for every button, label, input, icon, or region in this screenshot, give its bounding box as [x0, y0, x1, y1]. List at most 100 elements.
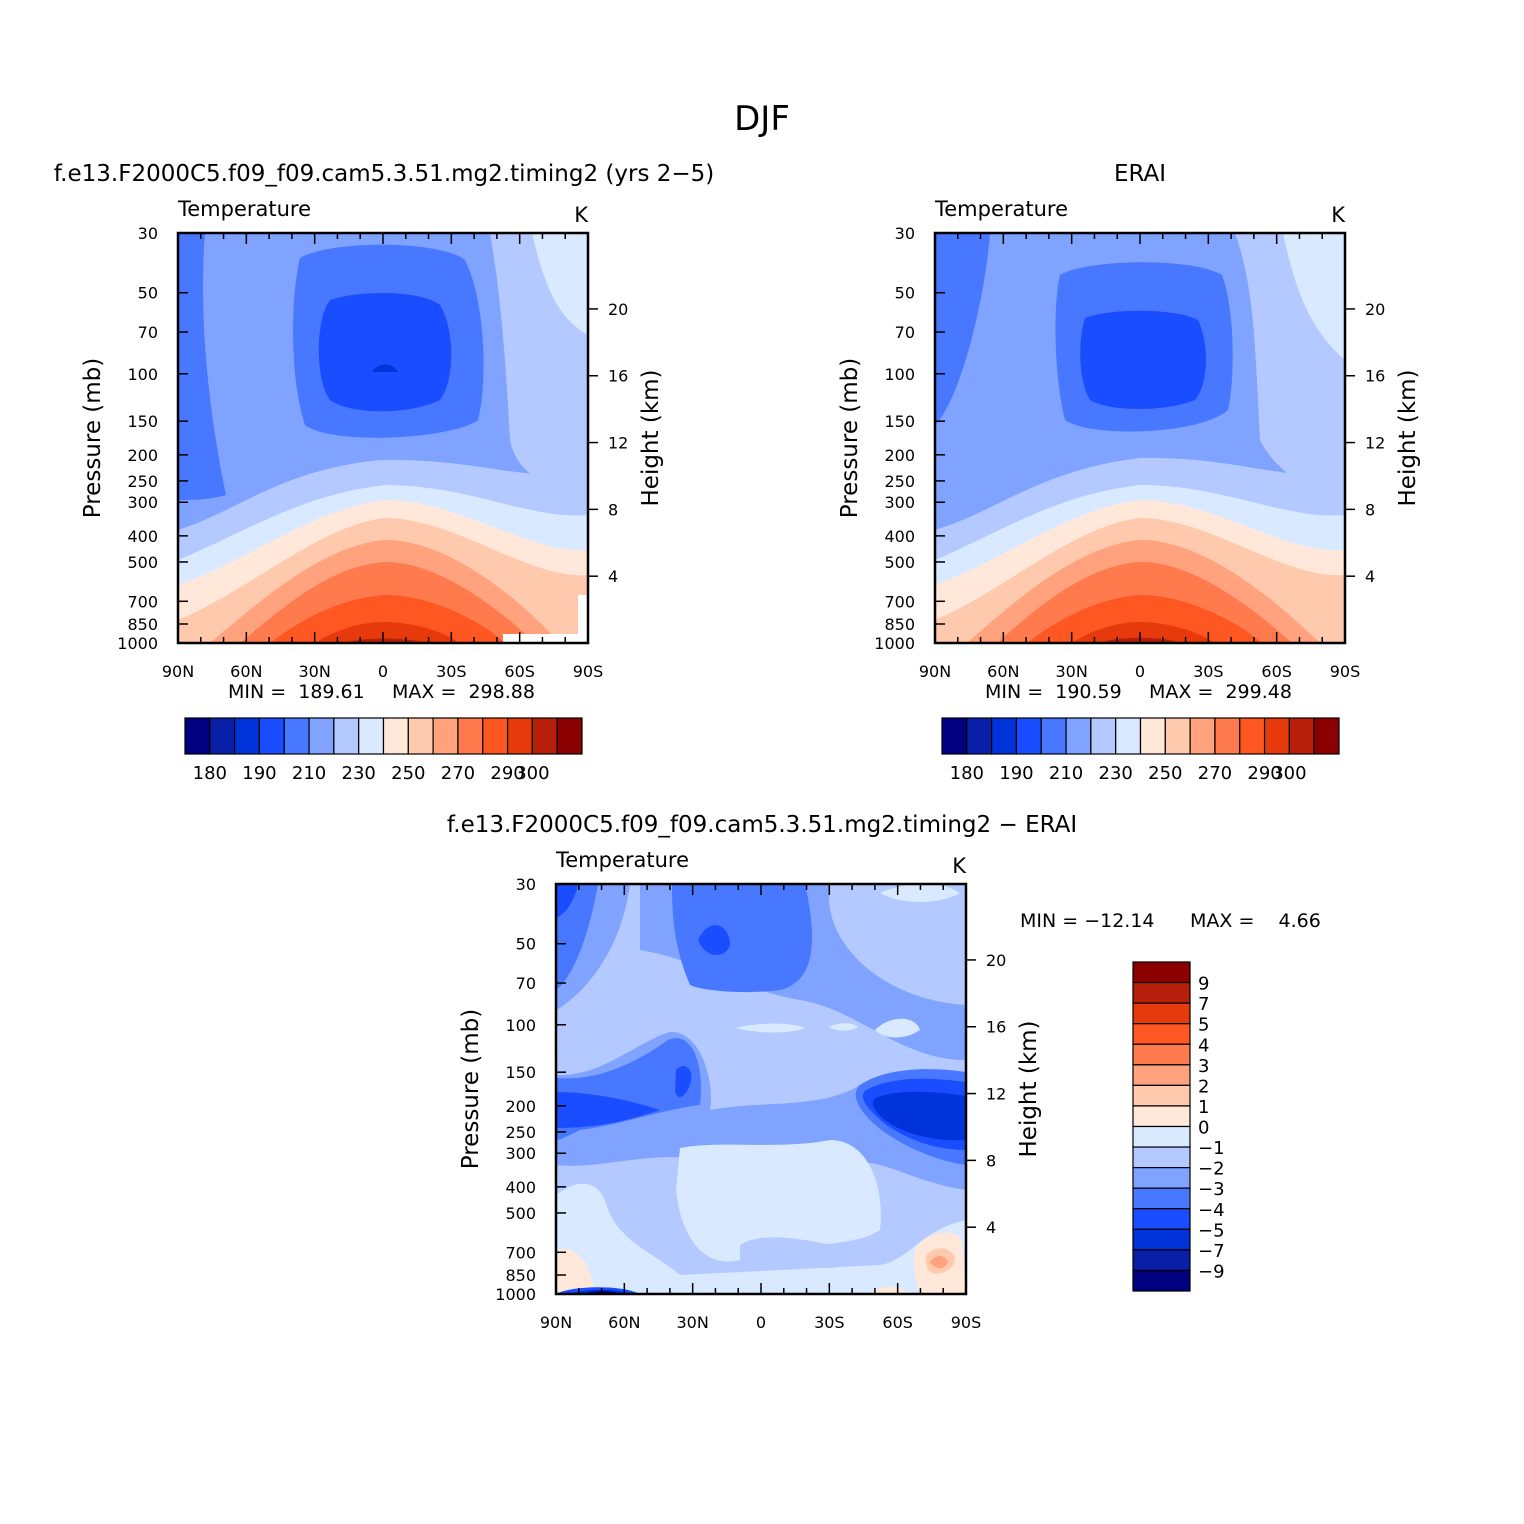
panel-model-units: K — [574, 203, 589, 227]
colorbar-swatch — [556, 717, 583, 755]
x-tick-label: 60N — [608, 1313, 640, 1332]
x-tick-label: 60S — [1261, 662, 1292, 681]
contour-fill — [556, 1092, 660, 1128]
y-tick-label: 100 — [505, 1016, 536, 1035]
contour-fill — [372, 364, 398, 372]
colorbar-swatch — [184, 717, 211, 755]
y-tick-label: 1000 — [874, 634, 915, 653]
colorbar-swatch — [1090, 717, 1117, 755]
panel-model-axes: 90N 60N 30N 0 30S 60S 90S 30 50 70 100 150 200 250 300… — [80, 224, 664, 681]
height-tick-label: 20 — [608, 300, 628, 319]
y-tick-label: 500 — [884, 553, 915, 572]
y-tick-label: 1000 — [117, 634, 158, 653]
x-tick-label: 90S — [1330, 662, 1361, 681]
y-tick-label: 70 — [138, 323, 158, 342]
colorbar-swatch — [234, 717, 261, 755]
x-tick-label: 30N — [299, 662, 331, 681]
y-tick-label: 700 — [884, 592, 915, 611]
x-tick-label: 0 — [756, 1313, 766, 1332]
y-tick-label: 850 — [505, 1266, 536, 1285]
y-tick-label: 30 — [516, 875, 536, 894]
height-tick-label: 8 — [1365, 500, 1375, 519]
contour-fill — [1080, 310, 1206, 409]
x-tick-label: 0 — [1135, 662, 1145, 681]
colorbar-label: 250 — [1148, 763, 1182, 784]
y-axis-label: Pressure (mb) — [458, 1009, 484, 1169]
colorbar-label: 180 — [950, 763, 984, 784]
contour-fill — [828, 1023, 858, 1031]
panel-erai-subtitle: Temperature — [934, 197, 1068, 221]
contour-fill — [556, 1249, 595, 1294]
y-tick-label: 50 — [895, 284, 915, 303]
colorbar-label: 290 — [1247, 763, 1281, 784]
y-tick-label: 70 — [516, 974, 536, 993]
contour-fill — [556, 884, 598, 990]
contour-fill — [675, 1065, 692, 1097]
min-label: MIN = −12.14 — [1020, 910, 1155, 932]
panel-model-minmax: MIN = 189.61 MAX = 298.88 — [228, 681, 535, 703]
colorbar-swatch — [1239, 717, 1266, 755]
colorbar-label: −7 — [1198, 1241, 1225, 1262]
max-label: MAX = 298.88 — [392, 681, 535, 703]
colorbar-swatch — [209, 717, 236, 755]
colorbar-label: −3 — [1198, 1179, 1225, 1200]
max-label: MAX = 299.48 — [1149, 681, 1292, 703]
y-tick-label: 700 — [127, 592, 158, 611]
panel-erai-units: K — [1331, 203, 1346, 227]
panel-erai-title: ERAI — [1114, 161, 1166, 187]
contour-fill — [698, 925, 730, 956]
colorbar-label: 210 — [1049, 763, 1083, 784]
y-tick-label: 30 — [138, 224, 158, 243]
y-tick-label: 850 — [127, 615, 158, 634]
panel-erai-axes: 90N 60N 30N 0 30S 60S 90S 30 50 70 100 150 200 250 300… — [837, 224, 1421, 681]
y-tick-label: 700 — [505, 1243, 536, 1262]
colorbar-swatch — [1015, 717, 1042, 755]
y-tick-label: 250 — [884, 472, 915, 491]
height-tick-label: 12 — [608, 434, 628, 453]
y-tick-label: 70 — [895, 323, 915, 342]
x-tick-label: 90S — [573, 662, 604, 681]
y-tick-label: 1000 — [495, 1285, 536, 1304]
panel-difference-plot-area — [556, 884, 966, 1294]
colorbar-swatch — [941, 717, 968, 755]
x-tick-label: 60N — [230, 662, 262, 681]
x-tick-label: 30S — [814, 1313, 845, 1332]
min-label: MIN = 190.59 — [985, 681, 1122, 703]
colorbar-swatch — [1132, 1105, 1191, 1128]
colorbar-swatch — [1132, 1269, 1191, 1292]
y-tick-label: 100 — [884, 365, 915, 384]
height-tick-label: 20 — [986, 951, 1006, 970]
colorbar-label: −4 — [1198, 1200, 1225, 1221]
y-tick-label: 400 — [127, 527, 158, 546]
colorbar-swatch — [1132, 1002, 1191, 1025]
y-tick-label: 100 — [127, 365, 158, 384]
colorbar-label: 190 — [999, 763, 1033, 784]
contour-fill — [1283, 233, 1345, 360]
contour-fill — [1072, 622, 1215, 643]
colorbar-swatch — [1164, 717, 1191, 755]
y-tick-label: 200 — [884, 446, 915, 465]
colorbar-label: 270 — [1198, 763, 1232, 784]
colorbar-swatch — [1132, 1023, 1191, 1045]
colorbar-swatch — [506, 717, 533, 755]
contour-fill — [556, 1183, 966, 1294]
colorbar-label: 300 — [515, 763, 549, 784]
y-tick-label: 300 — [884, 493, 915, 512]
x-tick-label: 60S — [504, 662, 535, 681]
colorbar-swatch — [407, 717, 434, 755]
y-tick-label: 400 — [884, 527, 915, 546]
colorbar-label: 190 — [242, 763, 276, 784]
colorbar-swatch — [457, 717, 484, 755]
colorbar-label: 9 — [1198, 974, 1209, 995]
height-tick-label: 4 — [1365, 567, 1375, 586]
colorbar-swatch — [1132, 961, 1191, 984]
colorbar-swatch — [1132, 1228, 1191, 1251]
contour-fill — [873, 1091, 966, 1141]
colorbar-swatch — [1132, 981, 1191, 1004]
y-tick-label: 150 — [505, 1063, 536, 1082]
height-axis-label: Height (km) — [1016, 1020, 1042, 1157]
contour-fill — [1027, 595, 1262, 643]
panel-difference-subtitle: Temperature — [555, 848, 689, 872]
contour-fill — [318, 293, 452, 412]
